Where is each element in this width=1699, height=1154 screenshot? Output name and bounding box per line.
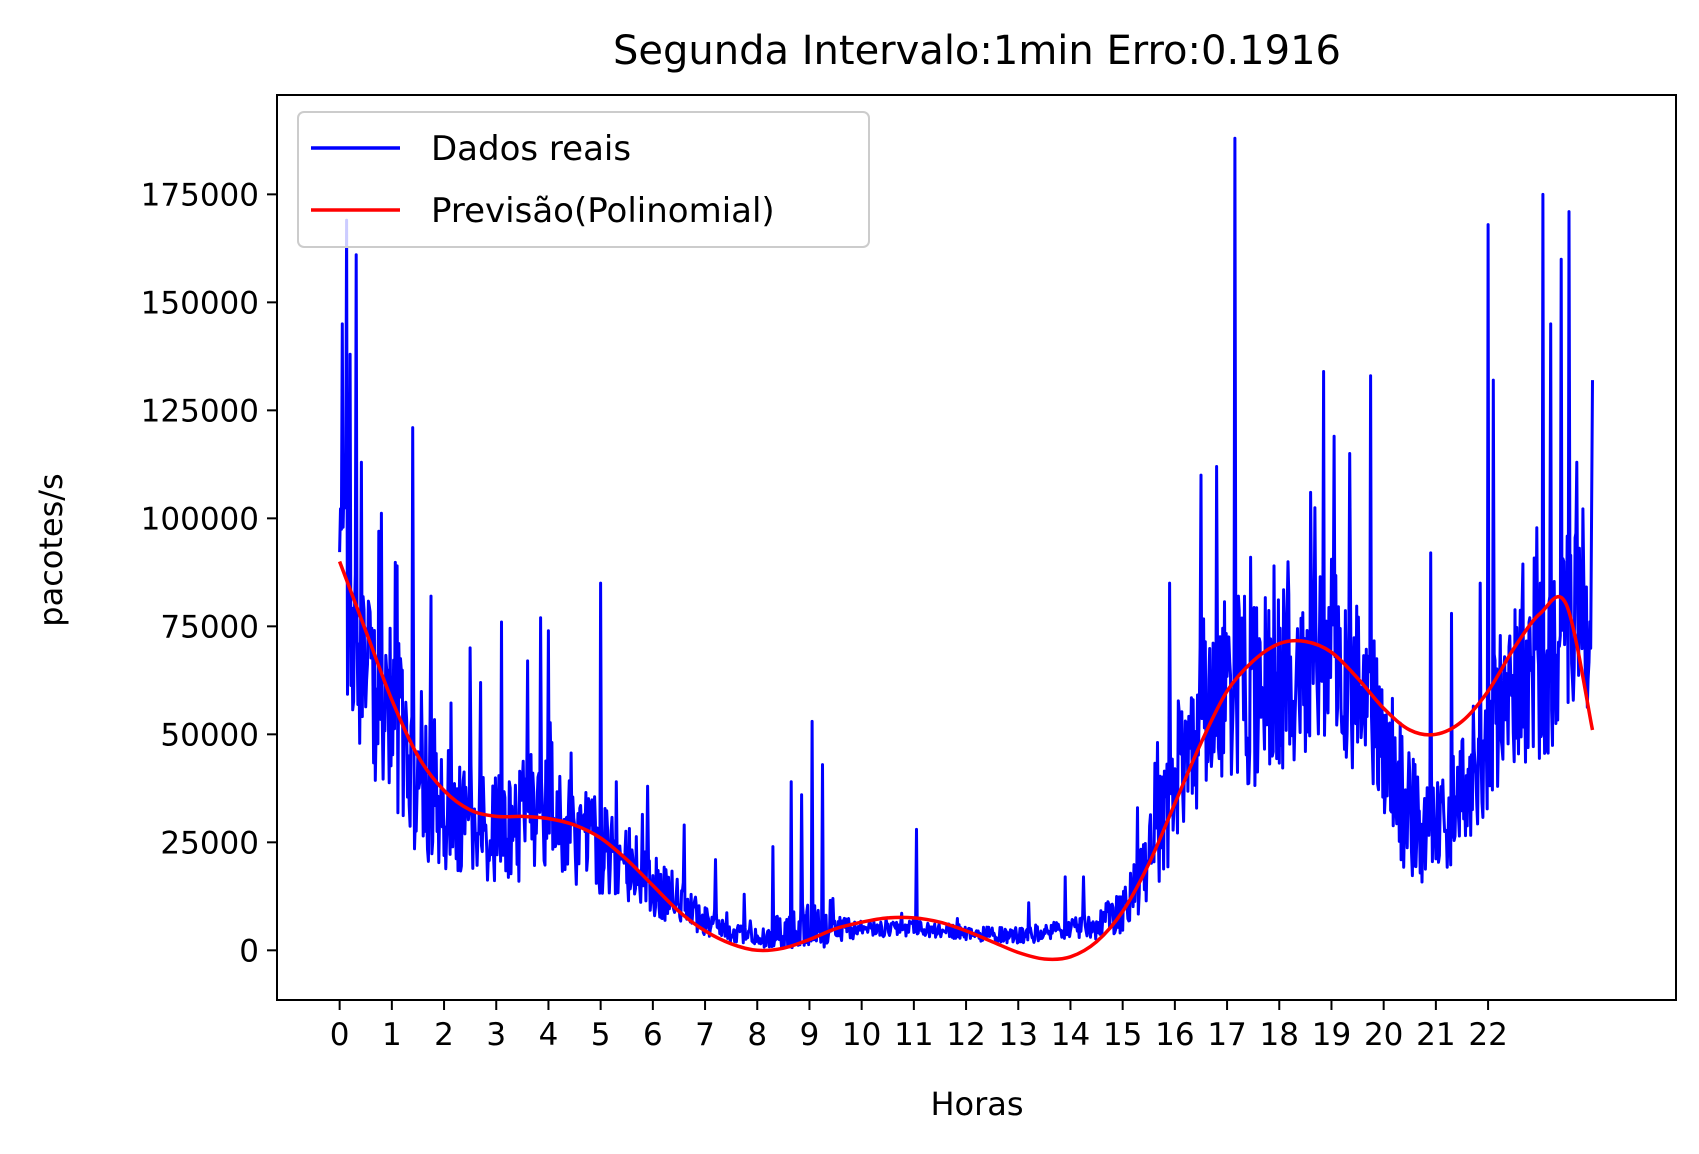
x-tick-label: 9 — [800, 1017, 820, 1053]
y-tick-label: 75000 — [160, 609, 259, 645]
x-tick-label: 16 — [1155, 1017, 1194, 1053]
y-tick-label: 150000 — [141, 285, 259, 321]
x-tick-label: 0 — [330, 1017, 350, 1053]
y-axis: 0 25000 50000 75000 100000 125000 150000 175000 — [141, 177, 277, 969]
series-line-previsao-polinomial — [337, 560, 1595, 962]
x-tick-label: 14 — [1051, 1017, 1090, 1053]
y-tick-label: 50000 — [160, 717, 259, 753]
chart-title: Segunda Intervalo:1min Erro:0.1916 — [613, 28, 1341, 74]
x-axis: 0 1 2 3 4 5 6 7 8 9 10 11 12 13 14 15 16 17 18 19 20 21 22 — [330, 1000, 1508, 1053]
series-line-dados-reais — [338, 136, 1594, 950]
y-tick-label: 25000 — [160, 825, 259, 861]
x-axis-label: Horas — [930, 1085, 1023, 1123]
x-tick-label: 11 — [894, 1017, 933, 1053]
y-tick-label: 100000 — [141, 501, 259, 537]
x-tick-label: 4 — [539, 1017, 559, 1053]
x-tick-label: 10 — [842, 1017, 881, 1053]
x-tick-label: 5 — [591, 1017, 611, 1053]
x-tick-label: 17 — [1207, 1017, 1246, 1053]
x-tick-label: 6 — [643, 1017, 663, 1053]
x-tick-label: 21 — [1416, 1017, 1455, 1053]
x-tick-label: 20 — [1364, 1017, 1403, 1053]
x-tick-label: 13 — [999, 1017, 1038, 1053]
series-layer — [337, 136, 1595, 962]
x-tick-label: 19 — [1312, 1017, 1351, 1053]
x-tick-label: 7 — [695, 1017, 715, 1053]
y-tick-label: 0 — [239, 933, 259, 969]
x-tick-label: 22 — [1468, 1017, 1507, 1053]
x-tick-label: 12 — [946, 1017, 985, 1053]
x-tick-label: 3 — [486, 1017, 506, 1053]
plot-area-frame — [276, 94, 1677, 1001]
x-tick-label: 18 — [1260, 1017, 1299, 1053]
x-tick-label: 8 — [747, 1017, 767, 1053]
legend-label-previsao: Previsão(Polinomial) — [431, 191, 775, 231]
y-tick-label: 125000 — [141, 393, 259, 429]
x-tick-label: 15 — [1103, 1017, 1142, 1053]
x-tick-label: 2 — [434, 1017, 454, 1053]
y-tick-label: 175000 — [141, 177, 259, 213]
legend-label-dados-reais: Dados reais — [431, 129, 631, 169]
legend-box — [297, 111, 870, 248]
y-axis-label: pacotes/s — [32, 473, 70, 626]
legend: Dados reais Previsão(Polinomial) — [297, 111, 870, 248]
x-tick-label: 1 — [382, 1017, 402, 1053]
